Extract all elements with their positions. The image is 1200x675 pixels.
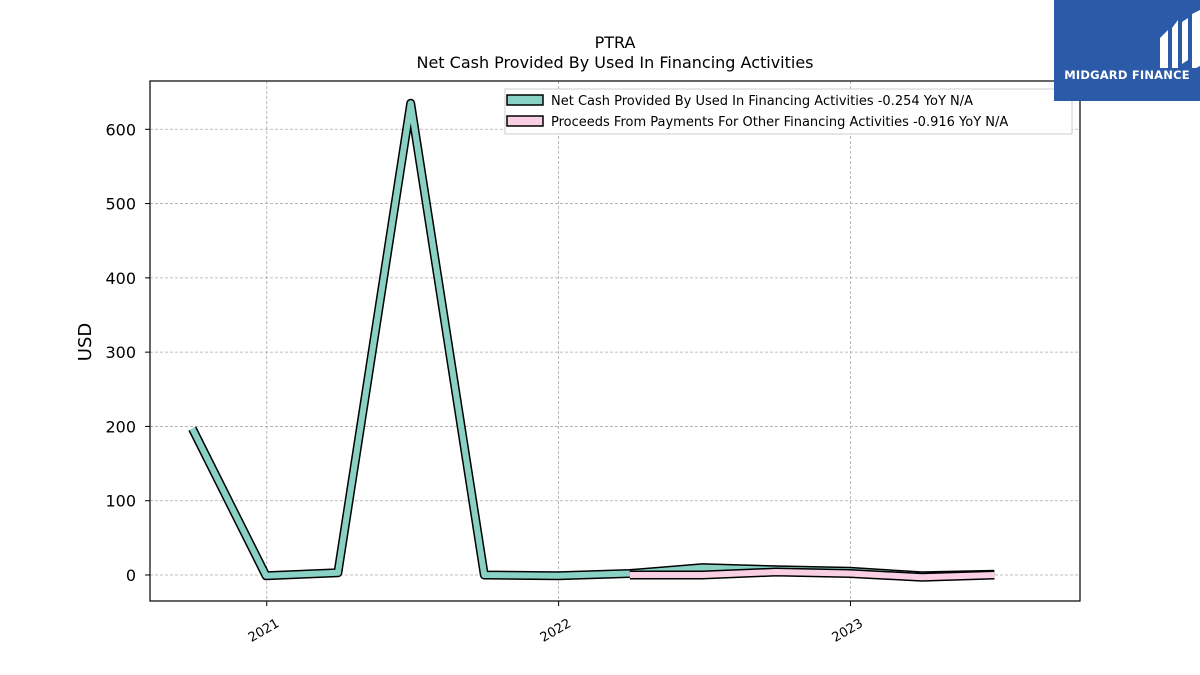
chart-subtitle: Net Cash Provided By Used In Financing A… — [416, 53, 813, 72]
legend: Net Cash Provided By Used In Financing A… — [504, 88, 1073, 135]
y-tick-label: 200 — [105, 417, 136, 436]
y-tick-label: 0 — [126, 566, 136, 585]
y-tick-label: 300 — [105, 343, 136, 362]
legend-box — [504, 88, 1073, 135]
logo-mark-icon — [1160, 10, 1200, 68]
chart-title: PTRA — [595, 33, 636, 52]
series-0-point — [191, 428, 193, 430]
series-layer — [188, 98, 995, 582]
y-tick-label: 400 — [105, 269, 136, 288]
logo-text: MIDGARD FINANCE — [1064, 68, 1190, 82]
y-tick-label: 600 — [105, 120, 136, 139]
series-0-point — [557, 575, 559, 577]
plot-frame — [149, 80, 1081, 602]
logo: MIDGARD FINANCE — [1054, 0, 1200, 101]
y-tick-label: 500 — [105, 195, 136, 214]
series-0-point — [410, 102, 412, 104]
legend-label-net-cash: Net Cash Provided By Used In Financing A… — [551, 94, 973, 109]
x-tick-label: 2022 — [538, 616, 574, 646]
x-tick-label: 2021 — [246, 616, 282, 646]
series-0-point — [702, 567, 704, 569]
y-tick-label: 100 — [105, 492, 136, 511]
series-1-point — [775, 571, 777, 573]
y-axis-label: USD — [75, 323, 96, 361]
series-line-1 — [629, 569, 995, 581]
legend-swatch-proceeds — [506, 115, 544, 127]
series-0-point — [483, 574, 485, 576]
series-1-point — [702, 574, 704, 576]
series-outline-0 — [188, 98, 995, 581]
grid-lines — [150, 81, 1080, 601]
x-tick-label: 2023 — [830, 616, 866, 646]
legend-label-proceeds: Proceeds From Payments For Other Financi… — [551, 115, 1008, 130]
series-line-0 — [189, 100, 995, 579]
series-1-point — [993, 574, 995, 576]
series-0-point — [265, 575, 267, 577]
series-0-point — [337, 572, 339, 574]
legend-swatch-net-cash — [506, 94, 544, 106]
series-1-point — [921, 576, 923, 578]
series-1-point — [849, 573, 851, 574]
series-1-point — [629, 574, 631, 576]
